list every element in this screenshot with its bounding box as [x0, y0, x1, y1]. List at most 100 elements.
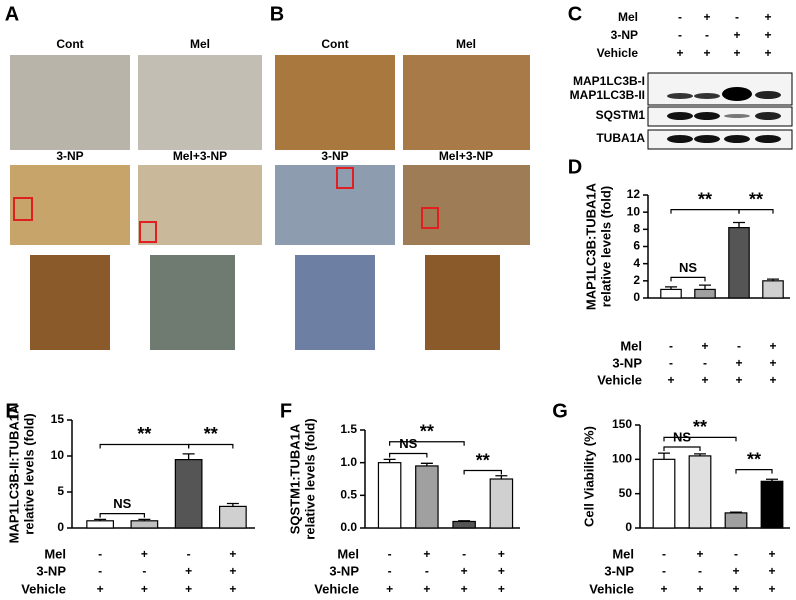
condition-sign: + — [701, 373, 708, 387]
panel-letter: C — [568, 3, 582, 25]
band — [694, 135, 720, 143]
significance-label: ** — [693, 417, 707, 437]
condition-sign: + — [696, 547, 703, 561]
micrographs — [10, 55, 530, 350]
y-axis-label: relative levels (fold) — [21, 413, 36, 534]
condition-sign: - — [388, 547, 392, 561]
band-label: SQSTM1 — [596, 108, 646, 122]
significance-bracket — [188, 443, 234, 449]
significance-label: NS — [679, 260, 697, 275]
condition-sign: + — [498, 582, 505, 596]
error-bar — [658, 452, 670, 460]
condition-sign: + — [498, 564, 505, 578]
error-bar — [226, 502, 239, 507]
condition-sign: + — [732, 564, 739, 578]
condition-sign: + — [764, 46, 771, 60]
condition-sign: + — [768, 547, 775, 561]
condition-sign: - — [388, 564, 392, 578]
y-tick-label: 5 — [57, 484, 64, 498]
condition-sign: + — [667, 373, 674, 387]
condition-label: 3-NP — [36, 563, 66, 578]
error-bar — [694, 453, 706, 456]
row-label: Mel+3-NP — [173, 149, 227, 163]
blot-box — [647, 106, 793, 127]
bar — [728, 227, 750, 299]
significance-label: ** — [749, 189, 763, 209]
column-label: Cont — [56, 37, 83, 51]
roi-box — [139, 221, 157, 243]
band — [667, 135, 693, 143]
condition-sign: + — [769, 373, 776, 387]
panel-letter: B — [270, 3, 284, 25]
condition-sign: + — [185, 564, 192, 578]
condition-sign: + — [769, 339, 776, 353]
condition-sign: + — [735, 356, 742, 370]
column-label: Cont — [321, 37, 348, 51]
band — [694, 93, 720, 99]
y-tick-label: 150 — [612, 417, 632, 431]
bar — [652, 458, 676, 529]
condition-sign: + — [733, 46, 740, 60]
band — [722, 87, 752, 101]
micrograph — [138, 165, 262, 245]
error-bar — [733, 221, 745, 228]
error-bar — [766, 478, 778, 482]
condition-sign: - — [462, 547, 466, 561]
significance-bracket — [738, 208, 774, 214]
condition-label: Mel — [618, 10, 638, 24]
condition-sign: - — [142, 564, 146, 578]
condition-label: 3-NP — [604, 563, 634, 578]
y-axis-label: MAP1LC3B-II:TUBA1A — [6, 404, 21, 543]
y-tick-label: 1.0 — [340, 455, 357, 469]
condition-label: Vehicle — [589, 581, 634, 596]
micrograph — [138, 55, 262, 150]
bar — [174, 459, 203, 529]
panel-letter: E — [5, 400, 18, 422]
roi-box — [336, 167, 354, 189]
band — [755, 91, 781, 99]
micrograph — [150, 255, 235, 350]
condition-sign: - — [425, 564, 429, 578]
error-bar — [94, 518, 107, 521]
error-bar — [458, 520, 471, 522]
significance-bracket — [670, 276, 706, 282]
error-bar — [730, 511, 742, 513]
condition-sign: - — [662, 564, 666, 578]
y-axis-label: Cell Viability (%) — [581, 426, 596, 527]
y-tick-label: 2 — [633, 273, 640, 287]
y-tick-label: 0.5 — [340, 488, 357, 502]
condition-label: 3-NP — [612, 355, 642, 370]
y-tick-label: 0 — [633, 290, 640, 304]
row-label: 3-NP — [56, 149, 83, 163]
blot-box — [647, 72, 793, 106]
condition-sign: - — [703, 356, 707, 370]
significance-label: ** — [137, 424, 151, 444]
condition-sign: + — [703, 10, 710, 24]
y-tick-label: 6 — [633, 239, 640, 253]
y-tick-label: 4 — [633, 256, 640, 270]
panel-letter: G — [552, 400, 568, 422]
condition-sign: + — [764, 10, 771, 24]
roi-box — [421, 207, 439, 229]
condition-sign: + — [423, 582, 430, 596]
y-tick-label: 10 — [627, 204, 641, 218]
panel-letter: D — [568, 156, 582, 178]
y-axis-label: MAP1LC3B:TUBA1A — [583, 182, 598, 310]
y-tick-label: 0 — [625, 520, 632, 534]
error-bar — [495, 475, 508, 479]
condition-sign: - — [669, 356, 673, 370]
error-bar — [665, 286, 677, 290]
condition-sign: + — [764, 28, 771, 42]
condition-sign: - — [737, 339, 741, 353]
condition-sign: - — [669, 339, 673, 353]
condition-sign: + — [461, 582, 468, 596]
condition-sign: + — [735, 373, 742, 387]
condition-label: Mel — [620, 338, 642, 353]
significance-bracket — [389, 441, 465, 446]
band — [755, 112, 781, 120]
error-bar — [420, 462, 433, 466]
condition-sign: + — [386, 582, 393, 596]
column-label: Mel — [456, 37, 476, 51]
bar — [219, 505, 247, 529]
